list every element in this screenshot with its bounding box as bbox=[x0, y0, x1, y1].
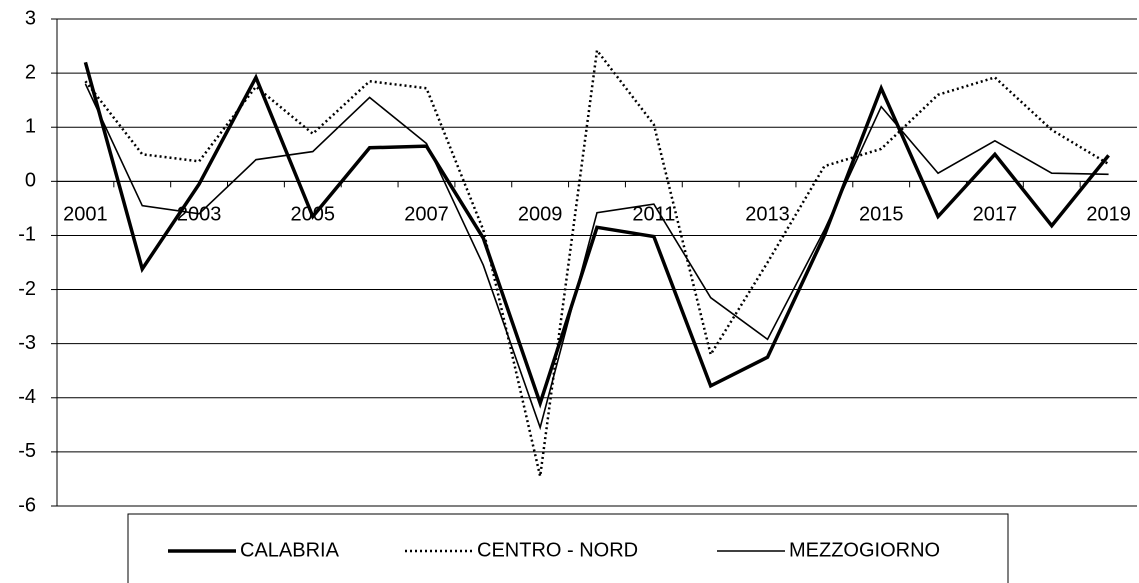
y-tick-label: 3 bbox=[25, 7, 36, 29]
line-series bbox=[84, 47, 1110, 477]
legend-label: CALABRIA bbox=[240, 539, 340, 561]
y-tick-label: -4 bbox=[18, 386, 36, 408]
legend-label: MEZZOGIORNO bbox=[789, 539, 940, 561]
y-tick-label: -1 bbox=[18, 224, 36, 246]
x-tick-label: 2019 bbox=[1086, 204, 1131, 226]
legend-box bbox=[127, 513, 1009, 583]
y-tick-label: -3 bbox=[18, 332, 36, 354]
x-tick-label: 2001 bbox=[63, 204, 108, 226]
line-series bbox=[83, 61, 1110, 409]
x-tick-label: 2003 bbox=[177, 204, 222, 226]
x-tick-label: 2011 bbox=[632, 204, 675, 226]
y-tick-label: 1 bbox=[25, 116, 36, 138]
y-tick-label: -5 bbox=[18, 440, 36, 462]
y-tick-label: 2 bbox=[25, 61, 36, 83]
x-tick-label: 2017 bbox=[973, 204, 1018, 226]
x-tick-label: 2013 bbox=[745, 204, 790, 226]
y-tick-label: 0 bbox=[25, 170, 36, 192]
legend-label: CENTRO - NORD bbox=[477, 539, 638, 561]
y-tick-label: -6 bbox=[18, 494, 36, 516]
x-tick-label: 2015 bbox=[859, 204, 904, 226]
line-series bbox=[84, 83, 1109, 431]
x-tick-label: 2009 bbox=[518, 204, 563, 226]
x-tick-label: 2007 bbox=[404, 204, 449, 226]
y-tick-label: -2 bbox=[18, 278, 36, 300]
